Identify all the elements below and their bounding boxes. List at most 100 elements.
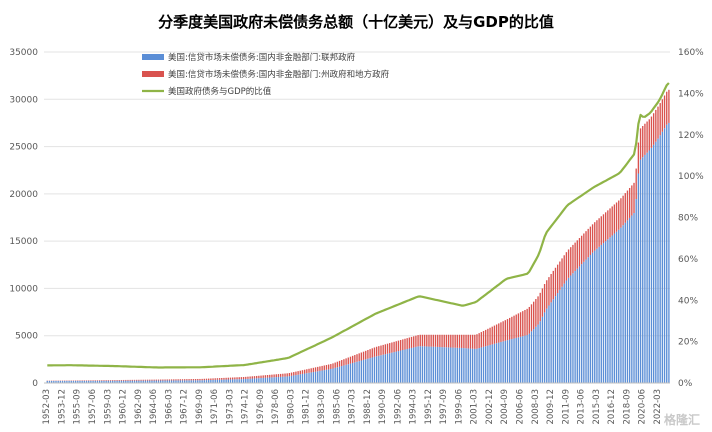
federal-debt-bar [109, 380, 112, 383]
federal-debt-bar [251, 378, 253, 383]
state-local-debt-bar [572, 244, 574, 274]
state-local-debt-bar [354, 355, 356, 363]
legend-entry-label: 美国:信贷市场未偿债务:国内非金融部门:州政府和地方政府 [168, 69, 390, 80]
federal-debt-bar [197, 380, 199, 383]
state-local-debt-bar [576, 240, 578, 269]
state-local-debt-bar [356, 354, 358, 362]
federal-debt-bar [550, 302, 552, 383]
state-local-debt-bar [519, 312, 522, 337]
federal-debt-bar [279, 376, 282, 383]
state-local-debt-bar [144, 379, 147, 381]
federal-debt-bar [325, 369, 328, 383]
federal-debt-bar [668, 122, 670, 383]
state-local-debt-bar [587, 228, 589, 258]
federal-debt-bar [598, 246, 600, 383]
federal-debt-bar [591, 252, 594, 383]
state-local-debt-bar [517, 313, 520, 338]
watermark-logo: 格隆汇 [663, 413, 700, 427]
state-local-debt-bar [122, 379, 125, 381]
state-local-debt-bar [120, 379, 123, 381]
federal-debt-bar [637, 173, 640, 383]
state-local-debt-bar [487, 328, 489, 346]
state-local-debt-bar [659, 103, 661, 136]
federal-debt-bar [535, 326, 537, 383]
federal-debt-bar [565, 280, 568, 383]
federal-debt-bar [343, 365, 345, 383]
state-local-debt-bar [522, 311, 524, 337]
federal-debt-bar [133, 380, 136, 383]
x-tick-label: 2008-03 [531, 389, 541, 425]
state-local-debt-bar [325, 364, 328, 370]
federal-debt-bar [334, 367, 336, 383]
state-local-debt-bar [668, 89, 670, 123]
federal-debt-bar [624, 222, 626, 383]
federal-debt-bar [456, 347, 459, 383]
federal-debt-bar [114, 380, 116, 383]
federal-debt-bar [74, 380, 77, 383]
state-local-debt-bar [299, 370, 301, 375]
federal-debt-bar [509, 339, 511, 383]
state-local-debt-bar [369, 349, 371, 359]
state-local-debt-bar [362, 351, 365, 360]
x-tick-label: 2022-03 [653, 389, 663, 425]
y-right-tick-label: 120% [678, 131, 704, 141]
federal-debt-bar [168, 380, 171, 383]
bar-series [46, 89, 670, 383]
federal-debt-bar [454, 347, 456, 383]
federal-debt-bar [131, 380, 134, 383]
state-local-debt-bar [177, 379, 179, 381]
state-local-debt-bar [657, 106, 659, 139]
state-local-debt-bar [613, 204, 616, 234]
federal-debt-bar [474, 348, 476, 383]
federal-debt-bar [413, 347, 415, 383]
federal-debt-bar [341, 366, 343, 383]
federal-debt-bar [212, 379, 214, 383]
state-local-debt-bar [609, 208, 611, 238]
federal-debt-bar [428, 346, 430, 383]
federal-debt-bar [64, 380, 66, 383]
federal-debt-bar [489, 345, 491, 383]
state-local-debt-bar [105, 380, 107, 381]
state-local-debt-bar [288, 373, 291, 377]
y-left-tick-label: 35000 [9, 48, 38, 58]
federal-debt-bar [646, 152, 648, 383]
federal-debt-bar [600, 244, 602, 383]
state-local-debt-bar [550, 274, 552, 303]
federal-debt-bar [162, 380, 164, 383]
state-local-debt-bar [408, 337, 411, 349]
federal-debt-bar [61, 380, 64, 383]
state-local-debt-bar [131, 379, 134, 381]
state-local-debt-bar [168, 379, 171, 381]
federal-debt-bar [443, 347, 445, 383]
federal-debt-bar [622, 225, 624, 383]
state-local-debt-bar [155, 379, 158, 381]
federal-debt-bar [362, 359, 365, 383]
state-local-debt-bar [399, 339, 402, 351]
federal-debt-bar [485, 346, 487, 383]
state-local-debt-bar [548, 277, 550, 306]
state-local-debt-bar [269, 374, 271, 378]
state-local-debt-bar [615, 202, 618, 232]
federal-debt-bar [365, 359, 367, 383]
state-local-debt-bar [502, 321, 504, 342]
federal-debt-bar [293, 375, 295, 383]
state-local-debt-bar [600, 216, 602, 245]
state-local-debt-bar [221, 377, 223, 380]
federal-debt-bar [452, 347, 454, 383]
federal-debt-bar [626, 220, 629, 383]
federal-debt-bar [358, 361, 360, 383]
grid-lines [44, 51, 670, 337]
federal-debt-bar [504, 340, 506, 383]
state-local-debt-bar [563, 255, 565, 284]
state-local-debt-bar [175, 379, 177, 381]
y-right-tick-label: 20% [678, 338, 698, 348]
federal-debt-bar [120, 380, 123, 383]
state-local-debt-bar [153, 379, 155, 381]
federal-debt-bar [98, 380, 101, 383]
state-local-debt-bar [367, 349, 369, 359]
y-left-tick-label: 20000 [9, 190, 38, 200]
federal-debt-bar [321, 370, 323, 383]
federal-debt-bar [242, 379, 245, 383]
state-local-debt-bar [127, 379, 129, 381]
federal-debt-bar [631, 215, 633, 383]
